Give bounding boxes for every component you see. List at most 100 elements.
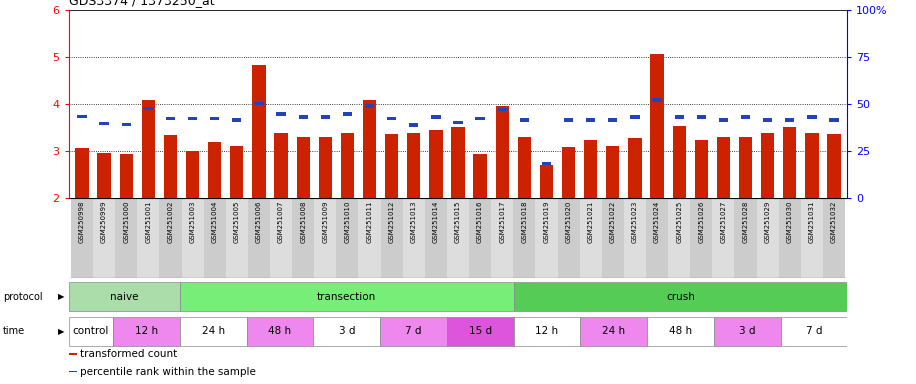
- Bar: [93, 198, 115, 278]
- Bar: [114, 316, 180, 346]
- Bar: [491, 198, 513, 278]
- Bar: [166, 117, 175, 121]
- Text: ▶: ▶: [58, 327, 64, 336]
- Text: 12 h: 12 h: [135, 326, 158, 336]
- Bar: [674, 115, 684, 119]
- Bar: [514, 316, 581, 346]
- Text: GSM251020: GSM251020: [565, 201, 572, 243]
- Bar: [137, 198, 159, 278]
- Bar: [540, 165, 553, 198]
- Bar: [100, 122, 109, 125]
- Text: 48 h: 48 h: [669, 326, 692, 336]
- Bar: [425, 198, 447, 278]
- Text: transection: transection: [317, 291, 376, 302]
- Bar: [780, 316, 847, 346]
- Bar: [783, 127, 796, 198]
- Bar: [248, 198, 270, 278]
- Text: control: control: [72, 326, 109, 336]
- Bar: [497, 108, 507, 111]
- Bar: [584, 141, 597, 198]
- Text: GSM251015: GSM251015: [455, 201, 461, 243]
- Text: GDS3374 / 1373250_at: GDS3374 / 1373250_at: [69, 0, 214, 7]
- Bar: [558, 198, 580, 278]
- Bar: [827, 134, 841, 198]
- Bar: [668, 198, 691, 278]
- Bar: [164, 135, 177, 198]
- Text: protocol: protocol: [3, 291, 42, 302]
- Text: 3 d: 3 d: [739, 326, 756, 336]
- Bar: [319, 137, 332, 198]
- Bar: [713, 198, 735, 278]
- Text: GSM251012: GSM251012: [388, 201, 395, 243]
- Bar: [581, 316, 647, 346]
- Bar: [652, 98, 661, 102]
- Bar: [691, 198, 713, 278]
- Bar: [336, 198, 358, 278]
- Text: GSM251027: GSM251027: [720, 201, 726, 243]
- Text: GSM251007: GSM251007: [278, 201, 284, 243]
- Text: GSM251022: GSM251022: [610, 201, 616, 243]
- Text: GSM251031: GSM251031: [809, 201, 815, 243]
- Bar: [739, 137, 752, 198]
- Text: GSM251017: GSM251017: [499, 201, 506, 243]
- Bar: [628, 137, 641, 198]
- Text: GSM251024: GSM251024: [654, 201, 660, 243]
- Bar: [741, 115, 750, 119]
- Text: GSM251032: GSM251032: [831, 201, 837, 243]
- Text: GSM251013: GSM251013: [410, 201, 417, 243]
- Text: time: time: [3, 326, 25, 336]
- Bar: [562, 147, 575, 198]
- Bar: [144, 107, 153, 110]
- Bar: [270, 198, 292, 278]
- Bar: [299, 115, 308, 119]
- Bar: [314, 198, 336, 278]
- Bar: [431, 115, 441, 119]
- Bar: [624, 198, 646, 278]
- Bar: [407, 133, 420, 198]
- Text: GSM251018: GSM251018: [521, 201, 528, 243]
- Text: GSM251010: GSM251010: [344, 201, 351, 243]
- Bar: [807, 115, 816, 119]
- Bar: [475, 117, 485, 121]
- Bar: [358, 198, 380, 278]
- Text: 12 h: 12 h: [536, 326, 559, 336]
- Bar: [735, 198, 757, 278]
- Text: ▶: ▶: [58, 292, 64, 301]
- Bar: [252, 65, 266, 198]
- Bar: [717, 137, 730, 198]
- Bar: [208, 142, 222, 198]
- Bar: [142, 100, 155, 198]
- Bar: [297, 137, 310, 198]
- Bar: [697, 115, 706, 119]
- Bar: [586, 118, 595, 122]
- Text: crush: crush: [666, 291, 695, 302]
- Bar: [232, 118, 242, 122]
- Bar: [380, 316, 447, 346]
- Text: GSM251005: GSM251005: [234, 201, 240, 243]
- Bar: [761, 133, 774, 198]
- Bar: [255, 102, 264, 106]
- Bar: [343, 112, 352, 116]
- Bar: [69, 316, 114, 346]
- Bar: [313, 316, 380, 346]
- Bar: [181, 198, 203, 278]
- Bar: [763, 118, 772, 122]
- Text: GSM251008: GSM251008: [300, 201, 306, 243]
- Bar: [69, 353, 77, 355]
- Bar: [341, 133, 354, 198]
- Bar: [469, 198, 491, 278]
- Bar: [210, 117, 219, 121]
- Bar: [496, 106, 509, 198]
- Text: transformed count: transformed count: [81, 349, 178, 359]
- Bar: [714, 316, 780, 346]
- Bar: [75, 148, 89, 198]
- Bar: [180, 282, 514, 311]
- Bar: [387, 117, 397, 121]
- Bar: [474, 154, 486, 198]
- Text: GSM251004: GSM251004: [212, 201, 218, 243]
- Bar: [447, 198, 469, 278]
- Text: GSM251006: GSM251006: [256, 201, 262, 243]
- Bar: [823, 198, 845, 278]
- Bar: [275, 133, 288, 198]
- Text: GSM251002: GSM251002: [168, 201, 173, 243]
